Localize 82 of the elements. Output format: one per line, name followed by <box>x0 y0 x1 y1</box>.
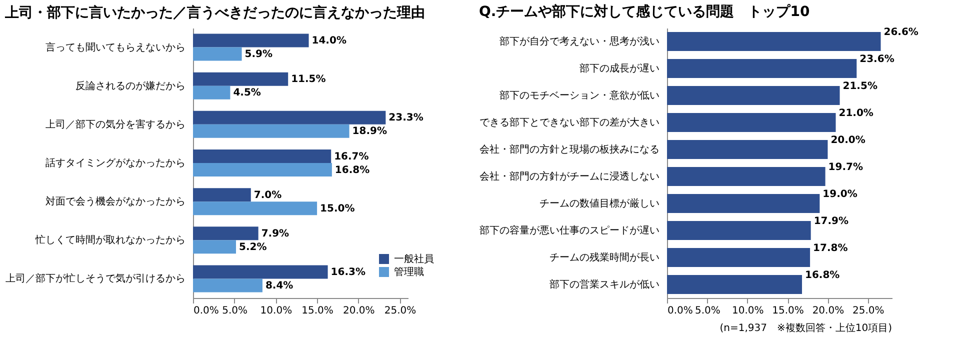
data-label: 20.0% <box>830 135 866 146</box>
data-label: 14.0% <box>312 36 346 47</box>
x-tick-label: 5.0% <box>694 306 720 316</box>
data-label: 21.0% <box>838 108 874 120</box>
bar <box>667 86 840 105</box>
data-label: 19.7% <box>828 162 864 174</box>
data-label: 19.0% <box>822 189 858 200</box>
bar <box>667 113 836 132</box>
bar <box>193 202 318 216</box>
bar <box>667 248 810 267</box>
bar <box>193 150 332 163</box>
data-label: 16.8% <box>334 164 370 176</box>
data-label: 17.9% <box>814 216 849 228</box>
bar <box>193 47 242 61</box>
y-tick-label: 忙しくて時間が取れなかったから <box>34 234 186 246</box>
x-tick-label: 0.0% <box>194 306 219 316</box>
x-tick-label: 25.0% <box>384 306 416 316</box>
x-tick-label: 15.0% <box>772 306 804 316</box>
bar <box>193 86 230 100</box>
legend-label: 管理職 <box>394 266 424 278</box>
data-label: 16.8% <box>805 270 840 282</box>
text: (n=1,937 ※複数回答・上位10項目) <box>720 322 892 334</box>
y-tick-label: チームの残業時間が長い <box>550 252 660 264</box>
bar <box>667 194 820 213</box>
data-label: 7.9% <box>261 228 290 240</box>
data-label: 16.7% <box>334 151 369 162</box>
x-tick-label: 20.0% <box>812 306 844 316</box>
data-label: 26.6% <box>884 27 918 38</box>
data-label: 21.5% <box>842 81 878 92</box>
data-label: 7.0% <box>254 190 282 201</box>
y-tick-label: 言っても聞いてもらえないから <box>46 41 186 54</box>
bar <box>667 32 881 51</box>
y-tick-label: 会社・部門の方針と現場の板挟みになる <box>480 144 660 156</box>
y-tick-label: 部下が自分で考えない・思考が浅い <box>500 36 660 48</box>
bar <box>193 124 350 138</box>
bar <box>667 167 826 186</box>
data-label: 23.3% <box>388 112 424 124</box>
bar <box>193 226 258 240</box>
y-tick-label: 部下の容量が悪い仕事のスピードが遅い <box>480 224 660 236</box>
bar <box>193 265 328 279</box>
y-tick-label: 対面で会う機会がなかったから <box>46 196 186 208</box>
x-tick-label: 0.0% <box>668 306 693 316</box>
data-label: 18.9% <box>352 126 387 138</box>
x-tick-label: 10.0% <box>732 306 764 316</box>
bar <box>193 163 332 176</box>
data-label: 15.0% <box>320 203 355 214</box>
y-tick-label: 上司／部下の気分を害するから <box>46 118 186 130</box>
data-label: 4.5% <box>233 88 261 99</box>
bar <box>667 140 828 159</box>
bar <box>193 110 386 124</box>
bar <box>193 34 309 48</box>
x-tick-label: 15.0% <box>302 306 334 316</box>
data-label: 16.3% <box>330 266 366 278</box>
data-label: 23.6% <box>860 54 894 66</box>
x-tick-label: 25.0% <box>852 306 884 316</box>
bar <box>667 275 802 294</box>
y-tick-label: 話すタイミングがなかったから <box>46 157 186 169</box>
bar <box>667 221 811 240</box>
bar <box>193 72 288 86</box>
bar <box>193 278 262 292</box>
legend-label: 一般社員 <box>394 253 434 265</box>
data-label: 5.9% <box>244 49 273 60</box>
y-tick-label: 部下の成長が遅い <box>580 62 660 74</box>
bar <box>667 59 857 78</box>
y-tick-label: できる部下とできない部下の差が大きい <box>480 116 660 128</box>
bar <box>193 240 236 254</box>
x-tick-label: 20.0% <box>342 306 375 316</box>
x-tick-label: 10.0% <box>260 306 292 316</box>
y-tick-label: 部下のモチベーション・意欲が低い <box>500 90 660 102</box>
chart-title: 上司・部下に言いたかった／言うべきだったのに言えなかった理由 <box>4 4 425 21</box>
y-tick-label: 部下の営業スキルが低い <box>550 278 660 290</box>
y-tick-label: 上司／部下が忙しそうで気が引けるから <box>6 272 186 285</box>
data-label: 5.2% <box>239 242 267 253</box>
y-tick-label: チームの数値目標が厳しい <box>540 198 660 210</box>
data-label: 17.8% <box>813 243 848 254</box>
bar <box>193 188 251 202</box>
data-label: 11.5% <box>291 74 326 86</box>
y-tick-label: 会社・部門の方針がチームに浸透しない <box>480 170 660 182</box>
data-label: 8.4% <box>265 280 294 292</box>
x-tick-label: 5.0% <box>222 306 248 316</box>
chart-title: Q.チームや部下に対して感じている問題 トップ10 <box>479 3 810 20</box>
y-tick-label: 反論されるのが嫌だから <box>76 80 186 92</box>
